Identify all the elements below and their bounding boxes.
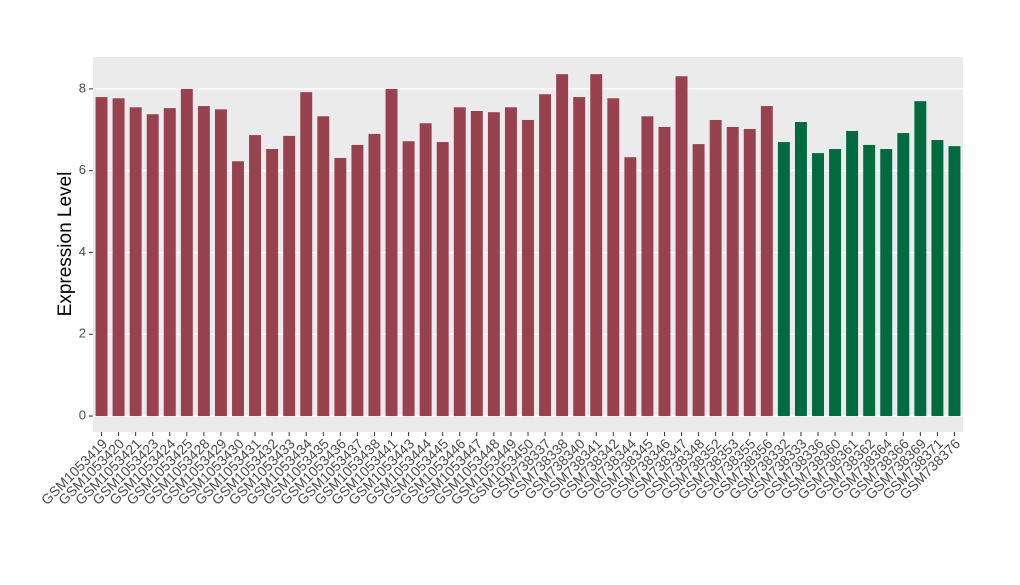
bar: [863, 144, 876, 417]
bar: [607, 98, 620, 417]
bar: [232, 161, 244, 417]
bar: [880, 149, 893, 417]
bar: [470, 110, 483, 417]
bar: [590, 74, 603, 417]
bar: [197, 106, 210, 417]
y-tick-label: 6: [79, 162, 86, 177]
bar: [624, 157, 637, 417]
bar: [914, 101, 927, 417]
bar: [334, 158, 347, 417]
bar: [266, 149, 279, 417]
bar: [436, 142, 449, 417]
bar: [351, 144, 364, 417]
bar: [112, 98, 125, 417]
bar: [948, 146, 961, 417]
bar: [368, 133, 381, 417]
bar: [829, 149, 842, 417]
y-tick-label: 0: [79, 407, 86, 422]
bar: [300, 92, 313, 417]
bar: [402, 141, 415, 417]
bar: [760, 106, 773, 417]
y-tick-label: 4: [79, 244, 86, 259]
bar: [812, 153, 824, 417]
bar: [95, 97, 108, 417]
bar: [385, 88, 398, 417]
bar: [794, 122, 807, 417]
y-tick-label: 8: [79, 80, 86, 95]
bar: [556, 74, 569, 417]
bar: [573, 97, 586, 417]
bar: [658, 126, 671, 417]
bar: [539, 94, 552, 417]
bar: [692, 144, 705, 417]
bar: [931, 140, 944, 417]
bar: [846, 131, 859, 417]
bar: [777, 142, 790, 417]
bar: [283, 135, 296, 417]
bar: [249, 135, 262, 417]
bar: [504, 107, 517, 417]
bar: [709, 119, 722, 417]
bar: [180, 88, 193, 417]
bar: [214, 109, 227, 417]
bar: [146, 114, 159, 417]
bar: [453, 107, 466, 417]
y-tick-label: 2: [79, 326, 86, 341]
bar: [317, 116, 330, 417]
bar: [129, 107, 142, 417]
bar: [897, 133, 910, 417]
bar: [419, 123, 432, 417]
bar: [487, 112, 500, 417]
y-axis-title: Expression Level: [55, 172, 76, 317]
bar: [163, 108, 176, 417]
bar: [726, 126, 739, 417]
bar: [675, 76, 688, 417]
bar: [743, 128, 756, 417]
bar: [522, 119, 534, 417]
bar: [641, 116, 654, 417]
